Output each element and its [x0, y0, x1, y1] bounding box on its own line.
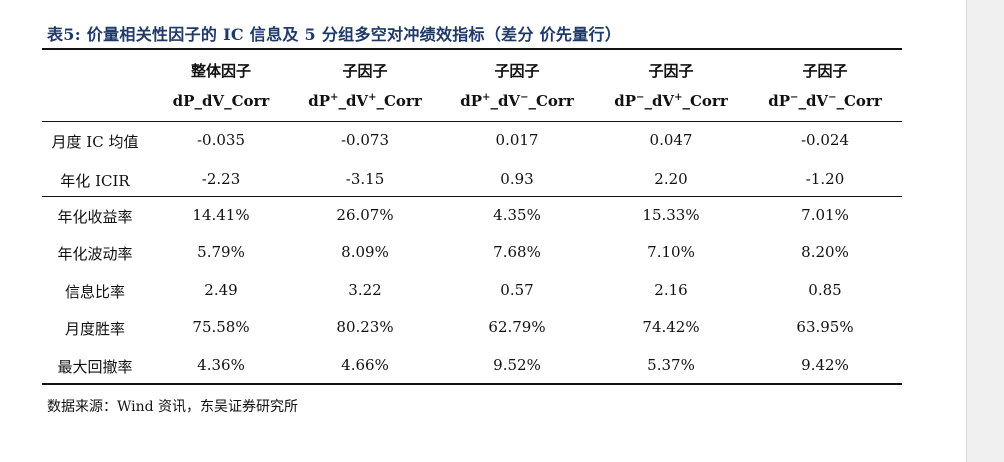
table-cell: 15.33%	[642, 206, 700, 224]
column-factor-code: dP_dV_Corr	[172, 92, 270, 110]
table-cell: -1.20	[805, 170, 845, 188]
table-cell: -0.035	[196, 131, 246, 149]
section-divider-rule	[42, 196, 902, 197]
table-cell: 5.37%	[647, 356, 695, 374]
table-cell: 4.66%	[341, 356, 389, 374]
table-cell: 0.85	[808, 281, 842, 299]
column-factor-code: dP+_dV−_Corr	[460, 92, 574, 110]
table-cell: 2.49	[204, 281, 238, 299]
table-cell: 74.42%	[642, 318, 700, 336]
table-cell: 0.57	[500, 281, 534, 299]
table-cell: 4.36%	[197, 356, 245, 374]
table-cell: -0.073	[340, 131, 390, 149]
table-cell: 26.07%	[336, 206, 394, 224]
table-cell: 9.52%	[493, 356, 541, 374]
table-cell: -3.15	[345, 170, 385, 188]
table-bottom-rule	[42, 383, 902, 385]
table-top-rule	[42, 48, 902, 50]
table-cell: 8.09%	[341, 243, 389, 261]
column-group-header: 整体因子	[190, 62, 252, 80]
table-cell: 14.41%	[192, 206, 250, 224]
column-factor-code: dP−_dV−_Corr	[768, 92, 882, 110]
page-side-margin	[966, 0, 1004, 462]
table-cell: 2.20	[654, 170, 688, 188]
table-cell: 9.42%	[801, 356, 849, 374]
header-bottom-rule	[42, 121, 902, 122]
row-label: 月度胜率	[64, 320, 126, 338]
table-cell: 62.79%	[488, 318, 546, 336]
row-label: 月度 IC 均值	[51, 133, 139, 151]
column-factor-code: dP−_dV+_Corr	[614, 92, 728, 110]
table-cell: 80.23%	[336, 318, 394, 336]
table-cell: -2.23	[201, 170, 241, 188]
row-label: 年化收益率	[57, 208, 133, 226]
table-cell: 2.16	[654, 281, 688, 299]
column-group-header: 子因子	[648, 62, 694, 80]
column-group-header: 子因子	[802, 62, 848, 80]
table-cell: -0.024	[800, 131, 850, 149]
source-note: 数据来源：Wind 资讯，东吴证券研究所	[47, 399, 299, 415]
table-cell: 0.017	[495, 131, 539, 149]
row-label: 年化波动率	[57, 245, 133, 263]
table-cell: 3.22	[348, 281, 382, 299]
table-cell: 63.95%	[796, 318, 854, 336]
table-cell: 0.93	[500, 170, 534, 188]
row-label: 最大回撤率	[57, 358, 133, 376]
table-cell: 4.35%	[493, 206, 541, 224]
table-cell: 7.01%	[801, 206, 849, 224]
table-cell: 7.10%	[647, 243, 695, 261]
table-cell: 75.58%	[192, 318, 250, 336]
column-factor-code: dP+_dV+_Corr	[308, 92, 422, 110]
column-group-header: 子因子	[342, 62, 388, 80]
row-label: 年化 ICIR	[60, 172, 130, 190]
table-cell: 5.79%	[197, 243, 245, 261]
table-cell: 0.047	[649, 131, 693, 149]
table-caption: 表5: 价量相关性因子的 IC 信息及 5 分组多空对冲绩效指标（差分 价先量行…	[47, 25, 622, 44]
row-label: 信息比率	[64, 283, 126, 301]
column-group-header: 子因子	[494, 62, 540, 80]
table-cell: 8.20%	[801, 243, 849, 261]
table-cell: 7.68%	[493, 243, 541, 261]
